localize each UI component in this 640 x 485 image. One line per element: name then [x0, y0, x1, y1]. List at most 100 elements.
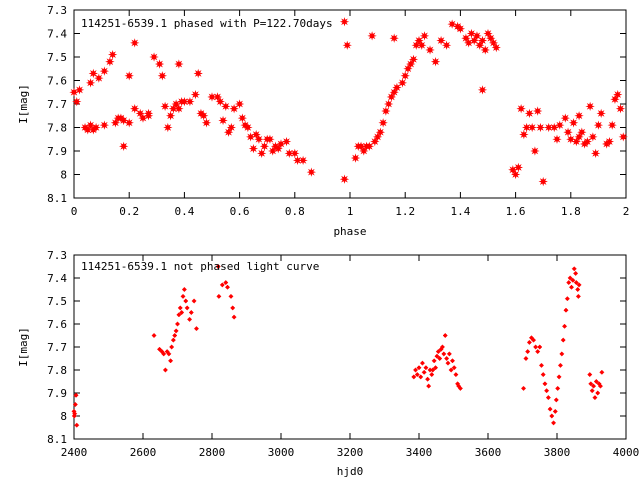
- data-point: [228, 293, 234, 299]
- data-point: [412, 367, 419, 373]
- y-tick-label: 7.3: [47, 249, 67, 262]
- y-axis-label: I[mag]: [17, 84, 30, 124]
- data-point: [553, 397, 559, 403]
- y-tick-label: 8: [60, 410, 67, 423]
- data-point: [610, 94, 620, 104]
- x-tick-label: 3200: [337, 446, 364, 459]
- data-point: [370, 136, 380, 147]
- data-point: [180, 293, 186, 299]
- data-point: [171, 99, 181, 109]
- data-point: [538, 176, 548, 187]
- data-point: [435, 349, 441, 355]
- data-point: [386, 92, 397, 102]
- data-point: [442, 332, 448, 339]
- data-point: [571, 136, 581, 147]
- data-point: [423, 365, 429, 371]
- data-point: [555, 385, 561, 391]
- data-point: [566, 134, 576, 144]
- data-point: [576, 282, 582, 288]
- data-point: [290, 148, 300, 159]
- data-point: [525, 349, 531, 355]
- data-point: [574, 132, 584, 142]
- data-point: [219, 282, 225, 288]
- unphased-light-curve-chart: 2400 2600 2800 3000 3200 3400 3600 3800 4000 7.3 7…: [17, 249, 639, 478]
- data-point: [607, 120, 617, 130]
- data-point: [306, 167, 317, 177]
- data-point: [570, 277, 576, 283]
- data-point: [544, 388, 550, 394]
- data-point: [419, 360, 426, 366]
- data-point: [566, 280, 572, 286]
- y-tick-label: 8.1: [47, 192, 67, 205]
- data-point: [215, 263, 221, 270]
- data-point: [94, 73, 104, 83]
- data-point: [595, 390, 601, 396]
- x-tick-label: 3400: [406, 446, 433, 459]
- data-point: [593, 120, 604, 130]
- x-tick-label: 1.6: [506, 205, 526, 218]
- data-point: [411, 374, 417, 380]
- data-point: [187, 316, 193, 322]
- data-point: [224, 284, 231, 290]
- data-point: [575, 286, 581, 293]
- y-tick-label: 7.7: [47, 341, 67, 354]
- data-point: [190, 89, 201, 100]
- data-point: [464, 38, 474, 48]
- data-point: [472, 31, 482, 41]
- data-point: [441, 351, 447, 357]
- data-point: [105, 57, 115, 67]
- data-point: [143, 111, 154, 121]
- y-tick-label: 7.9: [47, 145, 67, 158]
- data-point: [231, 314, 237, 320]
- data-point: [110, 118, 121, 128]
- data-point: [251, 129, 261, 140]
- data-point: [552, 134, 562, 144]
- data-point: [85, 78, 96, 88]
- data-point: [618, 132, 628, 142]
- data-point: [181, 286, 187, 293]
- data-point: [188, 309, 194, 316]
- data-point: [230, 305, 236, 311]
- data-point: [243, 122, 253, 133]
- data-point: [83, 125, 93, 135]
- data-point: [124, 71, 134, 81]
- data-point: [520, 385, 527, 391]
- data-point: [577, 127, 587, 137]
- data-point: [184, 305, 190, 311]
- data-point: [72, 401, 78, 408]
- data-point: [513, 162, 524, 173]
- data-point: [564, 296, 570, 302]
- data-point: [193, 326, 200, 332]
- data-point: [162, 367, 168, 373]
- data-points: [69, 17, 628, 187]
- data-point: [526, 339, 532, 345]
- data-point: [107, 49, 118, 60]
- data-point: [245, 132, 256, 142]
- data-point: [562, 323, 568, 329]
- data-point: [547, 406, 553, 412]
- data-point: [568, 284, 575, 290]
- data-point: [597, 383, 604, 389]
- data-point: [477, 85, 488, 95]
- data-point: [567, 275, 573, 281]
- data-point: [119, 115, 129, 126]
- data-point: [437, 355, 443, 362]
- chart-title: 114251-6539.1 phased with P=122.70days: [81, 17, 333, 30]
- data-point: [563, 127, 573, 137]
- data-point: [226, 122, 236, 133]
- data-point: [284, 148, 294, 159]
- data-point: [557, 362, 564, 368]
- data-point: [535, 122, 546, 133]
- x-tick-label: 0.2: [119, 205, 139, 218]
- data-point: [201, 118, 212, 128]
- data-point: [545, 395, 551, 401]
- data-point: [174, 59, 184, 69]
- data-point: [491, 42, 501, 53]
- data-point: [560, 337, 566, 343]
- data-point: [339, 174, 350, 184]
- data-point: [72, 96, 82, 107]
- x-tick-label: 4000: [613, 446, 640, 459]
- x-tick-label: 0.6: [230, 205, 250, 218]
